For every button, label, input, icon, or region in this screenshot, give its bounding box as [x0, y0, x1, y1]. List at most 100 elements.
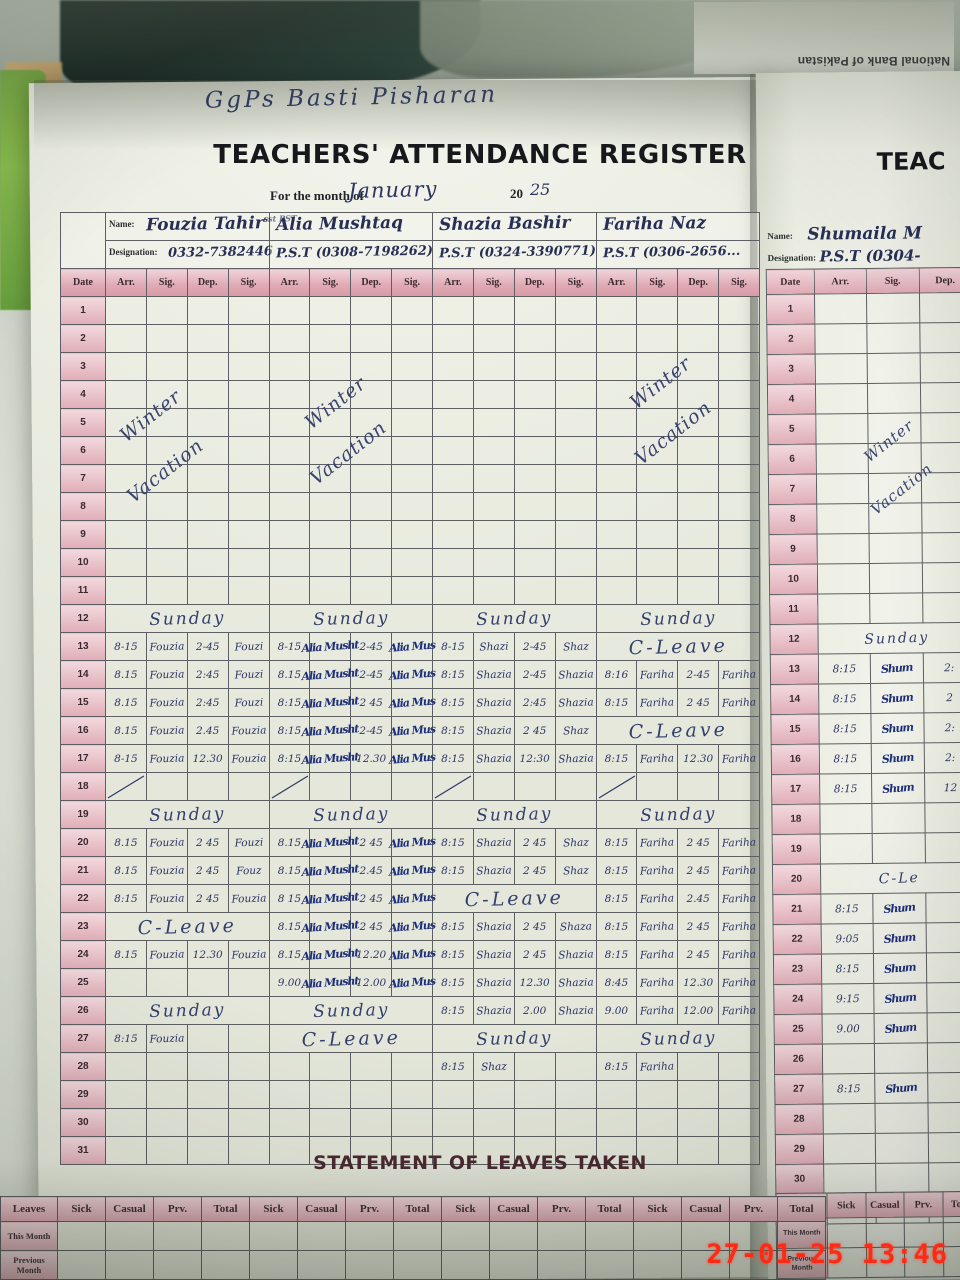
dep-cell	[186, 968, 229, 997]
rp-date-cell: 27	[774, 1073, 823, 1105]
sig-cell-dep	[391, 380, 433, 409]
sig-cell-arr	[145, 1136, 188, 1165]
sig-cell-dep	[227, 352, 270, 381]
sig-cell-dep	[554, 1108, 597, 1137]
sig-cell-arr: Alia Musht	[301, 716, 359, 745]
rp-date-cell: 7	[768, 474, 817, 505]
note-cell-col2: Sunday	[268, 604, 433, 633]
dep-cell	[513, 548, 556, 577]
col-dep-4: Dep.	[677, 268, 720, 297]
date-cell: 18	[60, 772, 106, 801]
dep-cell: 2:45	[186, 688, 229, 717]
rp-dep-cell	[926, 1012, 960, 1043]
dep-cell	[677, 548, 720, 577]
rp-date-cell: 14	[770, 684, 819, 715]
sig-cell-dep: Shaz	[554, 856, 597, 885]
teacher-name-3: Shazia Bashir	[438, 212, 571, 236]
arr-cell	[595, 520, 638, 549]
signature: Shaz	[562, 724, 589, 737]
arrival-time: 8.15	[114, 948, 138, 961]
dep-cell	[350, 576, 393, 605]
arrival-time: 8:15	[441, 864, 465, 877]
rp-col-dep: Dep.	[918, 267, 960, 293]
arr-cell: 8.15	[268, 856, 311, 885]
signature: Fariha	[721, 863, 757, 878]
sig-cell-dep: Fariha	[718, 828, 760, 857]
sig-cell-dep	[227, 772, 270, 801]
teacher-desig-1: Designation: 0332-7382446	[105, 240, 273, 269]
date-cell: 4	[60, 380, 106, 409]
teacher-name-2: Alia Mushtaq	[275, 212, 403, 236]
dep-cell	[677, 324, 720, 353]
leaves-value-cell	[297, 1221, 346, 1251]
dep-cell	[186, 436, 229, 465]
sig-cell-arr: Shaz	[472, 1052, 515, 1081]
sig-cell-dep: Alia Mus	[389, 716, 435, 745]
dep-cell: 2 45	[350, 688, 393, 717]
table-row: 26 Sunday Sunday 8:15 Shazia 2.00 Shazia 9.00 Fa…	[60, 996, 760, 1025]
rp-arr-cell	[817, 593, 871, 625]
signature: Fouzia	[230, 723, 267, 738]
leaves-col-1-4: Total	[201, 1196, 250, 1222]
leaves-value-cell	[201, 1250, 250, 1280]
col-sig-4a: Sig.	[636, 268, 679, 297]
rp-date-cell: 18	[771, 804, 820, 835]
departure-time: 2 45	[195, 892, 220, 905]
departure-time: 2 45	[359, 836, 383, 849]
signature: Shazia	[557, 695, 594, 710]
rp-dep-cell	[920, 412, 960, 443]
sig-cell-arr	[472, 772, 515, 801]
note-cell-col4: Sunday	[595, 604, 760, 633]
rp-table-row: 6	[768, 442, 960, 475]
sig-cell-dep	[718, 436, 760, 465]
dep-cell	[186, 408, 229, 437]
sig-cell-dep: Shaz	[554, 716, 597, 745]
signature: Shum	[881, 750, 914, 766]
rp-arr-cell: 9:15	[821, 983, 875, 1014]
arr-cell: 8-15	[268, 632, 311, 661]
departure-time: 2.45	[686, 892, 710, 905]
note-cell-col3: C-Leave	[432, 884, 597, 913]
leaves-value-cell	[585, 1221, 634, 1251]
handwritten-note: Sunday	[475, 1027, 553, 1050]
rp-arr-cell	[814, 353, 868, 385]
signature: Shazia	[475, 863, 512, 878]
arr-cell: 8.15	[105, 828, 147, 857]
arr-cell	[432, 492, 474, 521]
rp-dep-cell: 2	[923, 682, 960, 713]
sig-cell-arr: Fariha	[636, 660, 679, 689]
arr-cell: 8:15	[432, 828, 474, 857]
handwritten-note: Sunday	[639, 1027, 717, 1050]
dep-cell: 2 45	[677, 940, 720, 969]
arr-cell	[105, 520, 147, 549]
arr-cell	[268, 352, 311, 381]
rp-date-cell: 28	[774, 1103, 824, 1135]
rp-table-row: 24 9:15 Shum	[773, 982, 960, 1015]
arr-cell: 8:15	[595, 884, 638, 913]
signature: Shazia	[475, 975, 512, 990]
arr-cell: 8:16	[595, 660, 638, 689]
sig-cell-arr	[636, 352, 679, 381]
signature: Alia Mus	[388, 834, 436, 851]
signature: Shum	[883, 930, 916, 946]
teacher-desig-3: P.S.T (0324-3390771)	[432, 240, 597, 269]
arr-cell	[595, 492, 638, 521]
arr-cell	[105, 576, 147, 605]
date-cell: 12	[60, 604, 106, 633]
arr-cell: 8.15	[268, 660, 311, 689]
signature: Shazia	[557, 667, 594, 682]
rp-table-row: 23 8:15 Shum	[773, 952, 960, 985]
handwritten-note: C-Leave	[627, 718, 728, 743]
arr-cell: 8:15	[432, 1052, 474, 1081]
dep-cell	[350, 1136, 393, 1165]
arrival-time: 8:15	[833, 752, 858, 765]
arr-cell: 8:15	[595, 856, 638, 885]
dep-cell	[186, 464, 229, 493]
sig-cell-dep: Fouzi	[227, 688, 270, 717]
sig-cell-arr: Fouzia	[145, 744, 188, 773]
sig-cell-arr	[145, 520, 188, 549]
signature: Alia Musht	[301, 890, 360, 907]
arrival-time: 8:15	[441, 1004, 465, 1017]
date-cell: 3	[60, 352, 106, 381]
leaves-col-2-1: Sick	[249, 1196, 298, 1222]
